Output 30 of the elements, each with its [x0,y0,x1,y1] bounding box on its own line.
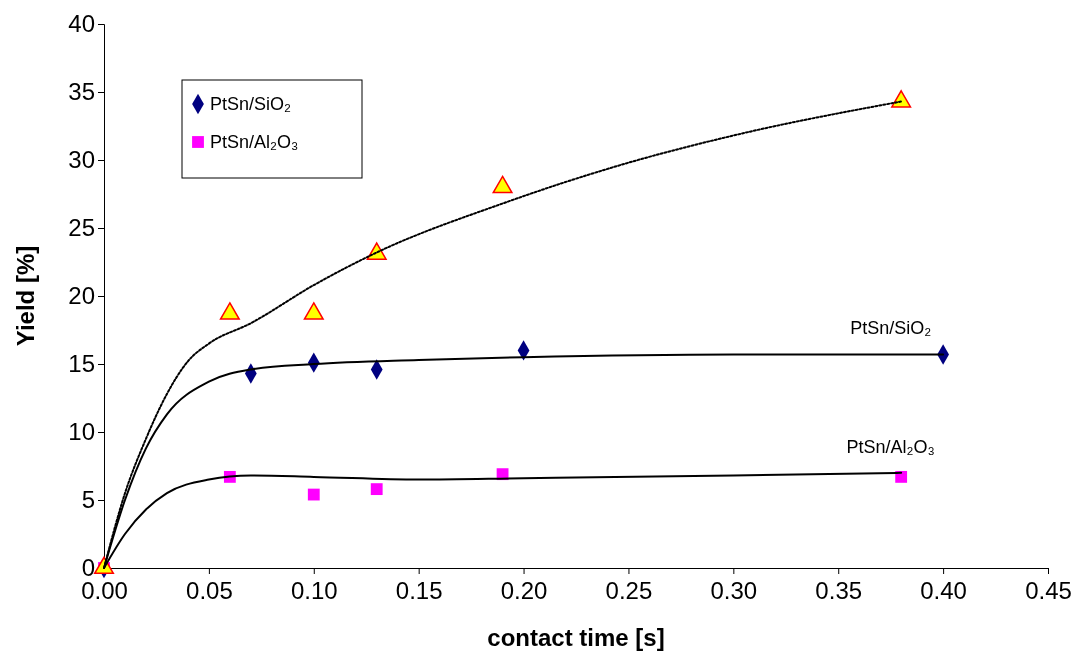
annotation: PtSn/SiO₂ [850,318,932,339]
x-tick-label: 0.15 [395,576,443,604]
y-tick-label: 35 [68,78,95,106]
legend-label: PtSn/Al₂O₃ [210,132,299,152]
annotation: PtSn/Al₂O₃ [846,436,935,457]
y-tick-label: 40 [68,10,95,38]
x-tick-label: 0.10 [290,576,338,604]
x-tick-label: 0.30 [710,576,758,604]
y-tick-label: 25 [68,214,95,242]
x-tick-label: 0.05 [186,576,233,604]
y-axis-title: Yield [%] [12,245,39,347]
x-tick-label: 0.25 [605,576,653,604]
x-tick-label: 0.45 [1025,576,1072,604]
x-tick-label: 0.35 [815,576,863,604]
legend-label: PtSn/SiO₂ [210,94,292,114]
y-tick-label: 10 [68,418,95,446]
point [370,483,383,496]
y-tick-label: 30 [68,146,95,174]
point [492,175,513,194]
y-tick-label: 15 [68,350,95,378]
point [303,302,324,320]
x-tick-label: 0.40 [920,576,967,604]
point [891,90,912,108]
y-tick-label: 20 [68,282,95,310]
x-tick-label: 0.20 [500,576,548,604]
x-axis-title: contact time [s] [487,624,665,651]
point [219,302,240,320]
point [895,470,908,483]
point [307,488,320,501]
y-tick-label: 5 [81,486,95,514]
